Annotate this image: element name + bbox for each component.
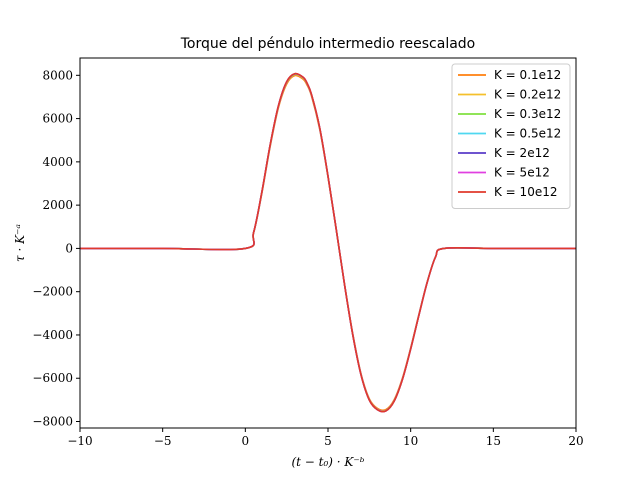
x-axis-label: (t − t₀) · K⁻ᵇ [291, 455, 364, 469]
x-tick-label: −10 [67, 434, 92, 448]
y-tick-label: 0 [65, 241, 73, 255]
y-axis-label: τ · K⁻ᵃ [13, 224, 27, 262]
x-tick-label: −5 [154, 434, 172, 448]
plot-lines [80, 72, 576, 413]
x-axis-ticks: −10 −5 0 5 10 15 20 [67, 428, 584, 448]
legend-label-3: K = 0.5e12 [494, 127, 561, 141]
y-axis-ticks: −8000 −6000 −4000 −2000 0 2000 4000 6000 8000 [32, 68, 80, 429]
y-tick-label: −6000 [32, 371, 73, 385]
y-tick-label: −8000 [32, 415, 73, 429]
x-tick-label: 0 [242, 434, 250, 448]
y-tick-label: −4000 [32, 328, 73, 342]
chart-title: Torque del péndulo intermedio reescalado [180, 36, 476, 52]
x-tick-label: 15 [486, 434, 501, 448]
x-tick-label: 10 [403, 434, 418, 448]
legend-label-4: K = 2e12 [494, 146, 550, 160]
legend-label-2: K = 0.3e12 [494, 107, 561, 121]
legend-label-6: K = 10e12 [494, 185, 557, 199]
legend-label-5: K = 5e12 [494, 166, 550, 180]
x-tick-label: 5 [324, 434, 332, 448]
y-tick-label: −2000 [32, 285, 73, 299]
y-tick-label: 8000 [42, 68, 73, 82]
y-tick-label: 4000 [42, 155, 73, 169]
legend-label-0: K = 0.1e12 [494, 68, 561, 82]
series-line-6 [80, 72, 576, 413]
legend: K = 0.1e12 K = 0.2e12 K = 0.3e12 K = 0.5e12… [451, 63, 571, 209]
legend-label-1: K = 0.2e12 [494, 88, 561, 102]
x-tick-label: 20 [568, 434, 583, 448]
y-tick-label: 6000 [42, 112, 73, 126]
y-tick-label: 2000 [42, 198, 73, 212]
